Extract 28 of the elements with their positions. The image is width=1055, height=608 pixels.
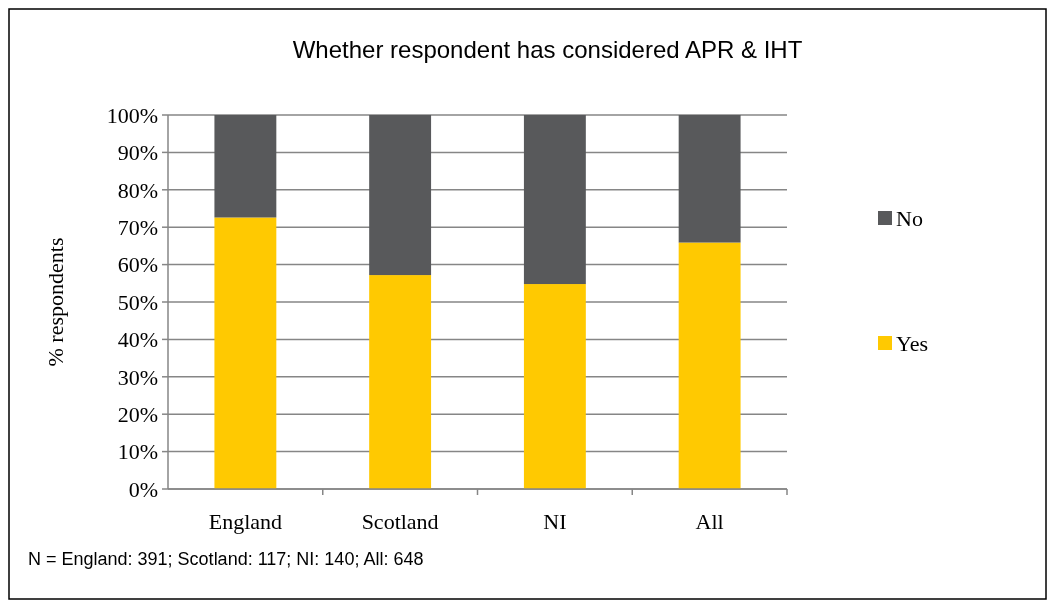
- y-tick-label: 90%: [117, 140, 158, 166]
- y-tick-label: 80%: [117, 177, 158, 203]
- x-tick-label: All: [695, 509, 724, 534]
- y-tick-label: 40%: [117, 327, 158, 353]
- x-tick-label: Scotland: [361, 509, 439, 534]
- legend-label: Yes: [896, 330, 929, 356]
- chart-title: Whether respondent has considered APR & IHT: [292, 36, 803, 63]
- y-tick-label: 60%: [117, 252, 158, 278]
- y-tick-label: 100%: [106, 102, 158, 128]
- bar: [214, 217, 277, 489]
- y-axis-title: % respondents: [43, 237, 68, 367]
- x-tick-label: NI: [543, 509, 567, 534]
- bar: [369, 275, 432, 489]
- bar: [678, 242, 741, 489]
- y-tick-label: 20%: [117, 401, 158, 427]
- text: N = England: 391; Scotland: 117; NI: 140; All: 648: [28, 549, 424, 569]
- y-tick-label: 70%: [117, 214, 158, 240]
- y-tick-label: 30%: [117, 364, 158, 390]
- bar: [523, 284, 586, 489]
- bar: [214, 115, 277, 218]
- y-tick-label: 10%: [117, 439, 158, 465]
- bar: [369, 115, 432, 276]
- x-tick-label: England: [208, 509, 283, 534]
- legend-label: No: [896, 205, 923, 231]
- bar: [523, 115, 586, 285]
- bar: [678, 115, 741, 243]
- y-tick-label: 0%: [128, 476, 158, 502]
- y-tick-label: 50%: [117, 289, 158, 315]
